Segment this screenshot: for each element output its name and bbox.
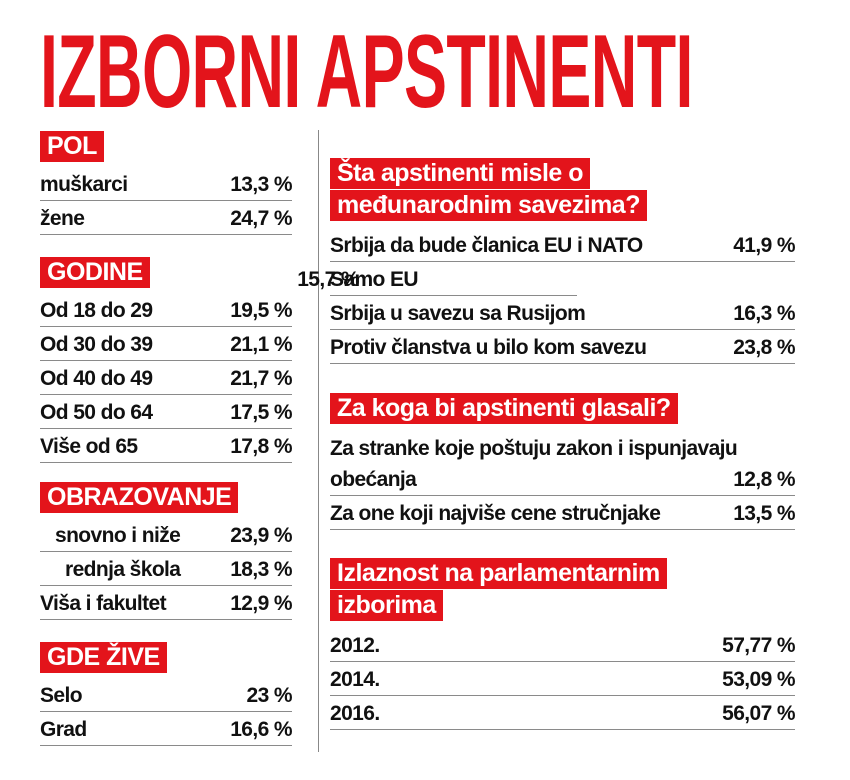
row-label: Protiv članstva u bilo kom savezu (330, 336, 647, 359)
data-row: 2016. 56,07 % (330, 696, 796, 730)
section-heading: GODINE (40, 257, 150, 288)
row-label: 2016. (330, 702, 380, 725)
row-value: 18,3 % (230, 558, 292, 581)
data-row: snovno i niže 23,9 % (40, 518, 293, 552)
data-row: 2014. 53,09 % (330, 662, 796, 696)
row-value: 24,7 % (230, 207, 292, 230)
row-label: Od 50 do 64 (40, 401, 153, 424)
data-row: žene 24,7 % (40, 201, 293, 235)
row-label: Grad (40, 718, 87, 741)
row-label: Od 30 do 39 (40, 333, 153, 356)
row-value: 56,07 % (722, 702, 795, 725)
section-heading: Šta apstinenti misle o (330, 158, 591, 189)
row-value: 57,77 % (722, 634, 795, 657)
data-row: 2012. 57,77 % (330, 628, 796, 662)
row-label: 2014. (330, 668, 380, 691)
row-value: 19,5 % (230, 299, 292, 322)
row-label: Više od 65 (40, 435, 138, 458)
row-label: Samo EU (330, 268, 419, 291)
section-heading: međunarodnim savezima? (330, 190, 647, 221)
section-heading: izborima (330, 590, 443, 621)
data-row: Srbija u savezu sa Rusijom 16,3 % (330, 296, 796, 330)
title: IZBORNI APSTINENTI (40, 14, 693, 130)
data-row: Viša i fakultet 12,9 % (40, 586, 293, 620)
data-row: muškarci 13,3 % (40, 167, 293, 201)
row-value: 12,8 % (733, 468, 795, 491)
data-row: Srbija da bude članica EU i NATO 41,9 % (330, 228, 796, 262)
row-value: 21,1 % (230, 333, 292, 356)
data-row: rednja škola 18,3 % (40, 552, 293, 586)
row-label: 2012. (330, 634, 380, 657)
row-value: 17,5 % (230, 401, 292, 424)
section-heading: OBRAZOVANJE (40, 482, 239, 513)
row-value: 21,7 % (230, 367, 292, 390)
row-label: rednja škola (65, 558, 181, 581)
row-value: 16,3 % (733, 302, 795, 325)
section-heading: GDE ŽIVE (40, 642, 167, 673)
row-value: 12,9 % (230, 592, 292, 615)
row-label: Srbija u savezu sa Rusijom (330, 302, 586, 325)
row-value: 53,09 % (722, 668, 795, 691)
row-value: 23 % (246, 684, 293, 707)
data-row: Za stranke koje poštuju zakon i ispunjav… (330, 431, 796, 496)
row-label: Za one koji najviše cene stručnjake (330, 502, 661, 525)
row-label: snovno i niže (55, 524, 181, 547)
row-value: 23,9 % (230, 524, 292, 547)
data-row: Protiv članstva u bilo kom savezu 23,8 % (330, 330, 796, 364)
divider (318, 130, 319, 752)
row-value: 13,3 % (230, 173, 292, 196)
row-value: 16,6 % (230, 718, 292, 741)
row-label: Selo (40, 684, 83, 707)
data-row: Za one koji najviše cene stručnjake 13,5 … (330, 496, 796, 530)
row-value: 23,8 % (733, 336, 795, 359)
data-row: Od 30 do 39 21,1 % (40, 327, 293, 361)
row-label: Od 40 do 49 (40, 367, 153, 390)
row-label: Od 18 do 29 (40, 299, 153, 322)
data-row: Od 40 do 49 21,7 % (40, 361, 293, 395)
row-label: Srbija da bude članica EU i NATO (330, 234, 643, 257)
row-value: 13,5 % (733, 502, 795, 525)
section-heading: Izlaznost na parlamentarnim (330, 558, 667, 589)
row-label: Za stranke koje poštuju zakon i ispunjav… (330, 437, 738, 460)
data-row: Selo 23 % (40, 678, 293, 712)
section-heading: POL (40, 131, 104, 162)
row-label: muškarci (40, 173, 128, 196)
row-label: obećanja (330, 468, 417, 491)
data-row: Više od 65 17,8 % (40, 429, 293, 463)
row-label: Viša i fakultet (40, 592, 167, 615)
row-value: 15,7 % (297, 268, 359, 291)
data-row: Grad 16,6 % (40, 712, 293, 746)
row-value: 17,8 % (230, 435, 292, 458)
section-heading: Za koga bi apstinenti glasali? (330, 393, 678, 424)
data-row: Samo EU 15,7 % (297, 262, 577, 296)
row-label: žene (40, 207, 85, 230)
data-row: Od 50 do 64 17,5 % (40, 395, 293, 429)
row-value: 41,9 % (733, 234, 795, 257)
data-row: Od 18 do 29 19,5 % (40, 293, 293, 327)
